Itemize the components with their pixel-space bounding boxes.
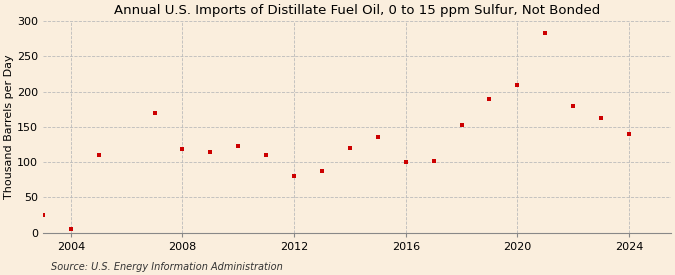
Text: Source: U.S. Energy Information Administration: Source: U.S. Energy Information Administ… bbox=[51, 262, 282, 271]
Point bbox=[595, 116, 606, 120]
Point bbox=[93, 153, 104, 157]
Point bbox=[624, 132, 634, 136]
Point bbox=[568, 103, 578, 108]
Point bbox=[233, 144, 244, 148]
Point bbox=[484, 97, 495, 101]
Point bbox=[261, 153, 271, 157]
Point bbox=[38, 213, 49, 217]
Point bbox=[512, 82, 522, 87]
Point bbox=[400, 160, 411, 164]
Point bbox=[317, 169, 327, 174]
Point bbox=[456, 123, 467, 127]
Point bbox=[65, 227, 76, 231]
Point bbox=[205, 149, 216, 154]
Point bbox=[149, 111, 160, 115]
Point bbox=[289, 174, 300, 178]
Point bbox=[177, 147, 188, 152]
Y-axis label: Thousand Barrels per Day: Thousand Barrels per Day bbox=[4, 54, 14, 199]
Point bbox=[344, 146, 355, 150]
Point bbox=[373, 135, 383, 140]
Point bbox=[428, 158, 439, 163]
Point bbox=[540, 31, 551, 35]
Title: Annual U.S. Imports of Distillate Fuel Oil, 0 to 15 ppm Sulfur, Not Bonded: Annual U.S. Imports of Distillate Fuel O… bbox=[114, 4, 600, 17]
